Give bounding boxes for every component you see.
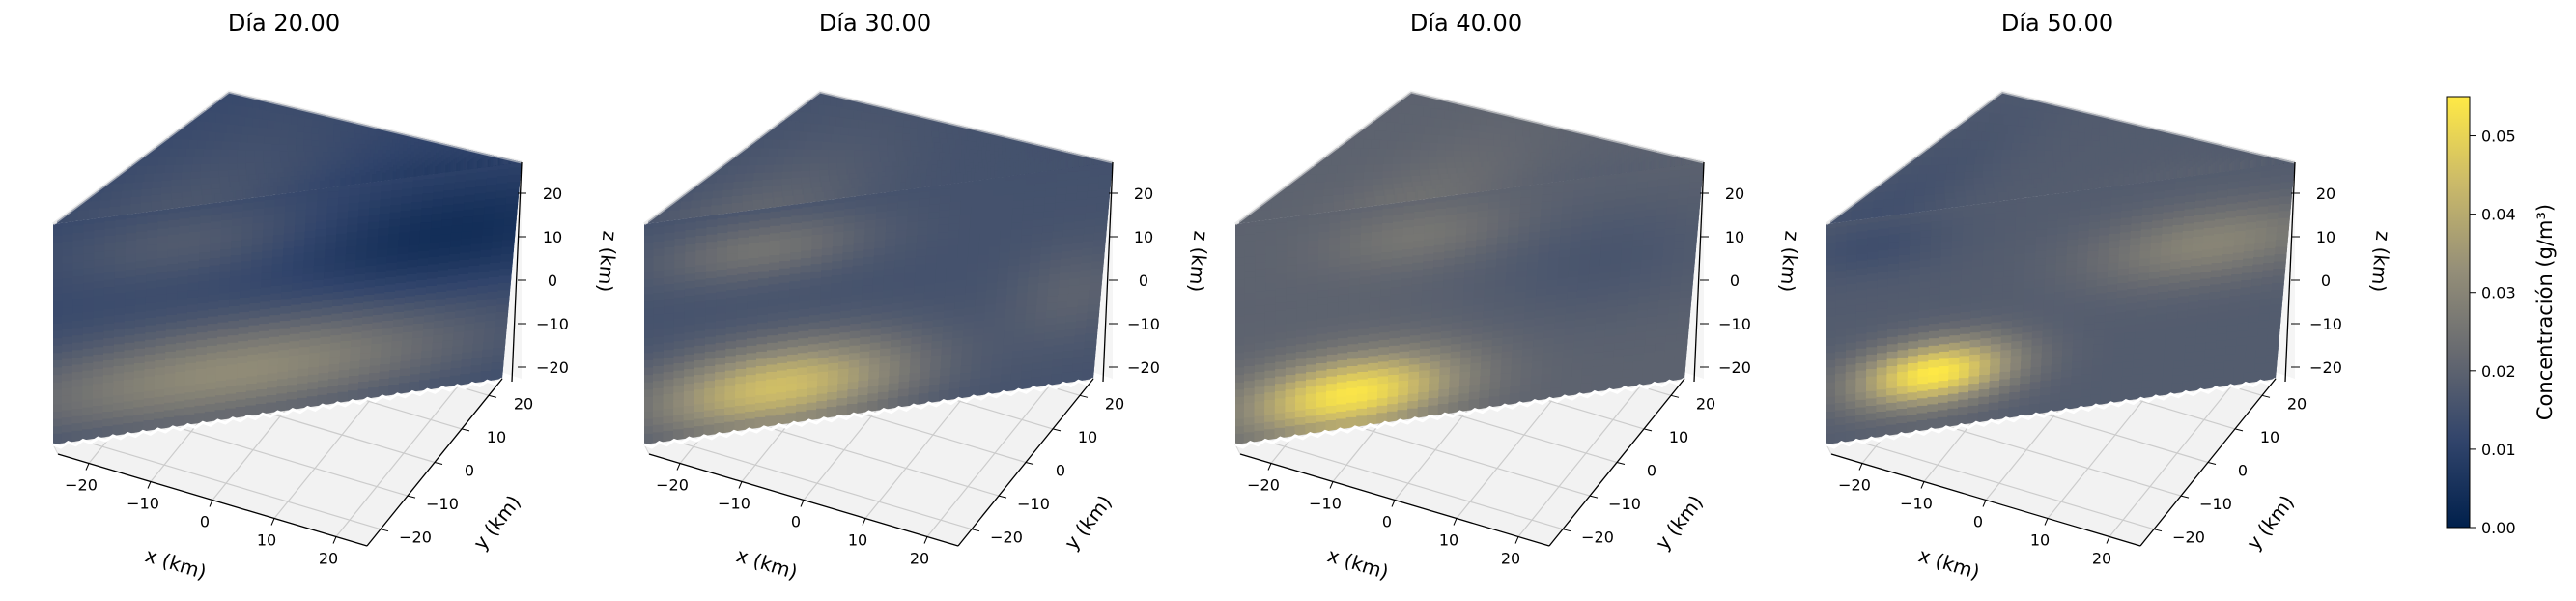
concentration-volume bbox=[53, 92, 522, 444]
x-tick-label: 20 bbox=[910, 550, 929, 568]
z-tick-label: 20 bbox=[1134, 185, 1153, 203]
x-tick bbox=[332, 536, 337, 544]
z-tick-label: 0 bbox=[548, 272, 557, 290]
y-tick-label: 0 bbox=[1056, 462, 1065, 480]
x-tick bbox=[923, 536, 928, 544]
z-tick-label: 10 bbox=[543, 228, 562, 246]
z-tick-label: −10 bbox=[1127, 315, 1160, 333]
x-tick-label: 0 bbox=[791, 513, 801, 531]
x-tick-label: −10 bbox=[718, 495, 750, 513]
y-tick bbox=[998, 495, 1007, 499]
y-tick bbox=[1079, 394, 1089, 398]
y-tick bbox=[407, 495, 416, 499]
y-tick bbox=[488, 394, 497, 398]
y-tick-label: −10 bbox=[426, 495, 459, 513]
z-tick-label: −20 bbox=[1127, 358, 1160, 377]
x-tick-label: 20 bbox=[319, 550, 338, 568]
x-tick bbox=[676, 463, 681, 471]
z-tick-label: 20 bbox=[543, 185, 562, 203]
y-axis-label: y (km) bbox=[1060, 491, 1117, 555]
x-tick bbox=[209, 500, 213, 507]
grid-line-y bbox=[71, 437, 382, 530]
y-axis-label: y (km) bbox=[468, 491, 525, 555]
z-axis-label: z (km) bbox=[593, 230, 621, 293]
x-tick bbox=[147, 481, 152, 489]
x-tick-label: 10 bbox=[848, 531, 867, 550]
y-tick bbox=[380, 529, 389, 532]
y-tick bbox=[1025, 462, 1034, 465]
y-tick-label: 10 bbox=[487, 428, 506, 446]
y-tick-label: 20 bbox=[514, 394, 533, 413]
panel-1: −20 −10 0 10 20 x (km) −20 −10 0 10 20 y (km) −20 −10… bbox=[52, 10, 622, 584]
x-tick bbox=[270, 518, 275, 526]
y-tick bbox=[971, 529, 980, 532]
y-tick bbox=[434, 462, 443, 465]
y-tick-label: 10 bbox=[1078, 428, 1097, 446]
z-tick-label: 10 bbox=[1134, 228, 1153, 246]
y-tick-label: 20 bbox=[1105, 394, 1124, 413]
y-tick-label: 0 bbox=[465, 462, 474, 480]
x-tick bbox=[800, 500, 805, 507]
x-tick-label: −20 bbox=[65, 476, 98, 495]
x-tick bbox=[85, 463, 90, 471]
y-tick bbox=[1052, 428, 1062, 432]
z-tick-label: −10 bbox=[536, 315, 569, 333]
x-tick-label: −10 bbox=[127, 495, 159, 513]
volume-cell-top bbox=[56, 213, 72, 224]
x-tick-label: 0 bbox=[200, 513, 210, 531]
x-tick bbox=[738, 481, 743, 489]
x-axis-label: x (km) bbox=[143, 543, 210, 584]
volume-cell bbox=[53, 433, 66, 444]
x-tick bbox=[862, 518, 866, 526]
z-tick-label: 0 bbox=[1139, 272, 1148, 290]
panel-title: Día 20.00 bbox=[228, 10, 340, 37]
x-tick-label: −20 bbox=[656, 476, 689, 495]
z-axis-label: z (km) bbox=[1184, 230, 1212, 293]
y-tick-label: −20 bbox=[399, 529, 432, 547]
panel-title: Día 30.00 bbox=[819, 10, 931, 37]
z-tick-label: −20 bbox=[536, 358, 569, 377]
y-tick bbox=[461, 428, 470, 432]
x-axis-label: x (km) bbox=[734, 543, 801, 584]
panel-2: −20 −10 0 10 20 x (km) −20 −10 0 10 20 y (km) −20 −10… bbox=[643, 10, 1213, 584]
y-tick-label: −10 bbox=[1017, 495, 1050, 513]
x-tick-label: 10 bbox=[257, 531, 276, 550]
y-tick-label: −20 bbox=[990, 529, 1023, 547]
